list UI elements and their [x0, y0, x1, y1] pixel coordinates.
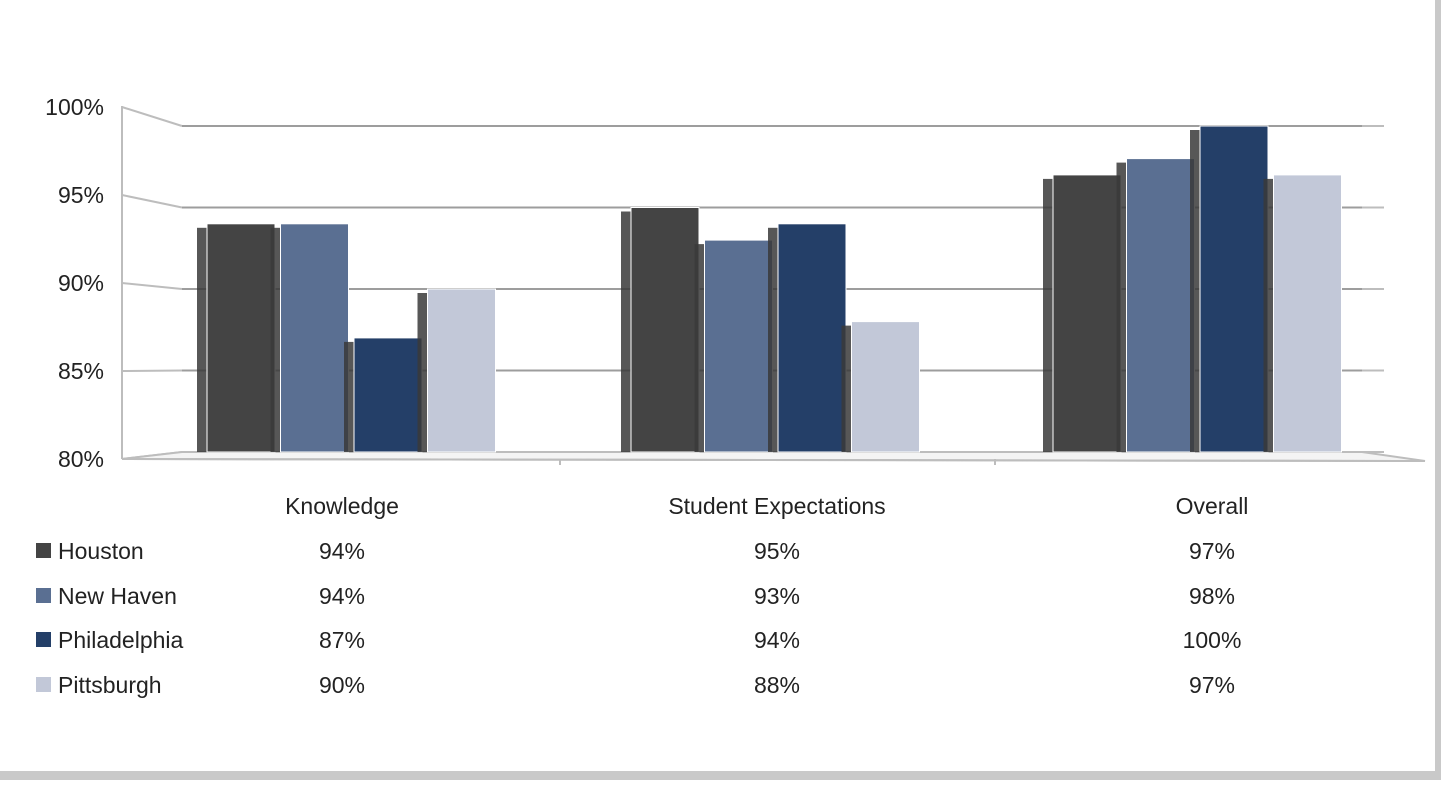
y-tick-label: 85% [58, 358, 104, 384]
y-tick-label: 90% [58, 270, 104, 296]
bar [851, 321, 920, 453]
gridline-left-slant [121, 282, 183, 290]
series-name: Philadelphia [58, 627, 184, 653]
bar [427, 288, 496, 453]
bar [1199, 125, 1269, 453]
gridline-left-slant [121, 194, 183, 209]
series-name: Houston [58, 538, 144, 564]
category-label: Student Expectations [668, 493, 885, 519]
category-labels: Knowledge Student Expectations Overall [285, 493, 1248, 519]
bar [280, 223, 349, 453]
data-label: 97% [1189, 538, 1235, 564]
bar [1273, 174, 1342, 453]
data-label: 97% [1189, 672, 1235, 698]
data-label: 98% [1189, 583, 1235, 609]
data-label: 87% [319, 627, 365, 653]
data-label: 93% [754, 583, 800, 609]
data-label: 94% [754, 627, 800, 653]
bar [704, 239, 773, 453]
bar-side [1116, 162, 1127, 452]
bar-side [621, 211, 631, 452]
legend-swatch [36, 588, 51, 603]
bar [630, 207, 700, 453]
chart-frame: 100% 95% 90% 85% 80% Knowledge Student Expect… [0, 0, 1441, 780]
bar [1052, 174, 1122, 453]
bar-side [344, 341, 354, 452]
data-label: 90% [319, 672, 365, 698]
legend-swatch [36, 677, 51, 692]
legend-swatch [36, 543, 51, 558]
legend-swatch [36, 632, 51, 647]
y-axis-ticks: 100% 95% 90% 85% 80% [45, 94, 104, 472]
bar-side [768, 227, 778, 452]
data-label: 94% [319, 538, 365, 564]
chart-floor [121, 106, 1426, 465]
bar-side [417, 293, 428, 452]
bar [1126, 158, 1195, 453]
category-label: Overall [1176, 493, 1249, 519]
data-label: 95% [754, 538, 800, 564]
gridline-left-slant [121, 106, 183, 127]
bar-side [841, 325, 852, 452]
series-name: New Haven [58, 583, 177, 609]
bar [206, 223, 276, 453]
y-tick-label: 80% [58, 446, 104, 472]
bar-side [1043, 178, 1053, 452]
bar [777, 223, 847, 453]
bar-side [197, 227, 207, 452]
bar [353, 337, 423, 453]
gridline-left-slant [121, 369, 183, 372]
bar-side [694, 244, 705, 452]
data-label: 100% [1183, 627, 1242, 653]
bar-side [1263, 178, 1274, 452]
y-tick-label: 100% [45, 94, 104, 120]
chart: 100% 95% 90% 85% 80% Knowledge Student Expect… [36, 94, 1426, 698]
data-label: 94% [319, 583, 365, 609]
x-axis-line [121, 458, 1426, 462]
bar-side [1190, 130, 1200, 452]
bars [197, 125, 1342, 453]
y-tick-label: 95% [58, 182, 104, 208]
data-label: 88% [754, 672, 800, 698]
category-label: Knowledge [285, 493, 399, 519]
series-name: Pittsburgh [58, 672, 162, 698]
bar-side [270, 227, 281, 452]
data-table: Houston 94% 95% 97% New Haven 94% 93% 98% Philad… [36, 538, 1241, 698]
